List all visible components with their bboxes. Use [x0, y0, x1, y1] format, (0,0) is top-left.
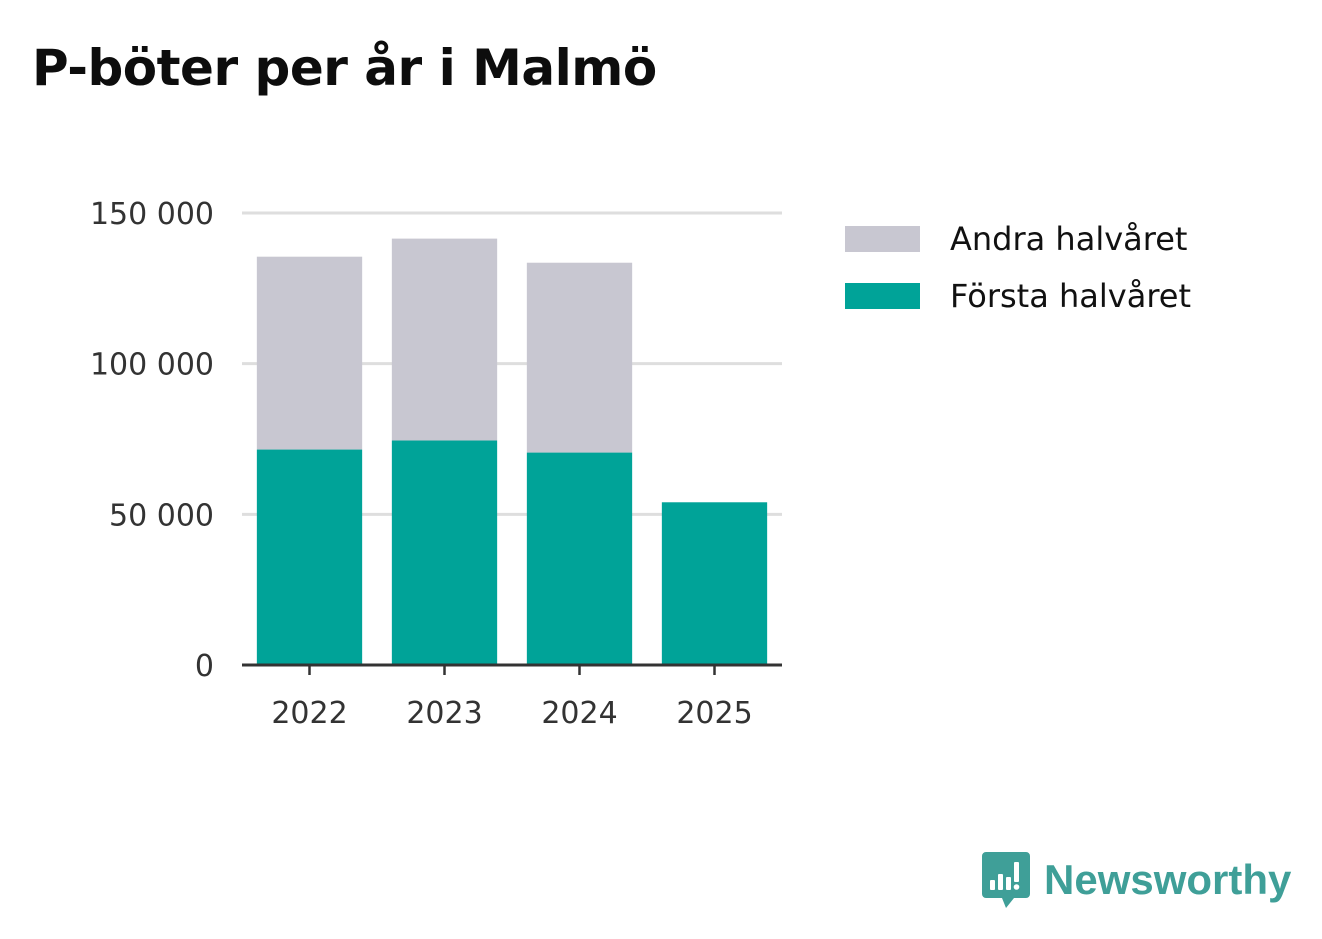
- legend-swatch-forsta: [845, 282, 920, 309]
- bar-2023-andra-halvaret: [391, 238, 498, 441]
- bar-2024-andra-halvaret: [526, 262, 633, 453]
- newsworthy-logo-icon: [982, 852, 1030, 908]
- brand-footer: Newsworthy: [980, 850, 1291, 910]
- bar-2022-forsta-halvaret: [256, 449, 363, 665]
- x-tick-label-2023: 2023: [406, 696, 482, 731]
- chart-title: P-böter per år i Malmö: [32, 39, 657, 97]
- y-tick-label-1: 50 000: [109, 498, 214, 533]
- x-tick-label-2024: 2024: [541, 696, 617, 731]
- bars: [256, 238, 768, 665]
- y-axis-labels: 0 50 000 100 000 150 000: [90, 197, 214, 684]
- stacked-bar-chart: 0 50 000 100 000 150 000 2022 2023 2024 2025: [90, 197, 782, 731]
- y-tick-label-3: 150 000: [90, 197, 214, 232]
- x-axis: [242, 663, 782, 675]
- y-tick-label-0: 0: [195, 649, 214, 684]
- bar-2023-forsta-halvaret: [391, 440, 498, 665]
- bar-2024-forsta-halvaret: [526, 452, 633, 665]
- legend-item-forsta: Första halvåret: [845, 267, 1191, 324]
- legend-item-andra: Andra halvåret: [845, 210, 1191, 267]
- legend-label-andra: Andra halvåret: [950, 219, 1188, 258]
- bar-2022-andra-halvaret: [256, 256, 363, 450]
- brand-name: Newsworthy: [1044, 856, 1292, 903]
- legend: Andra halvåret Första halvåret: [845, 210, 1191, 324]
- x-axis-labels: 2022 2023 2024 2025: [271, 696, 752, 731]
- legend-label-forsta: Första halvåret: [950, 276, 1192, 315]
- bar-2025-forsta-halvaret: [661, 502, 768, 665]
- x-tick-label-2022: 2022: [271, 696, 347, 731]
- legend-swatch-andra: [845, 225, 920, 252]
- y-tick-label-2: 100 000: [90, 348, 214, 383]
- x-tick-label-2025: 2025: [676, 696, 752, 731]
